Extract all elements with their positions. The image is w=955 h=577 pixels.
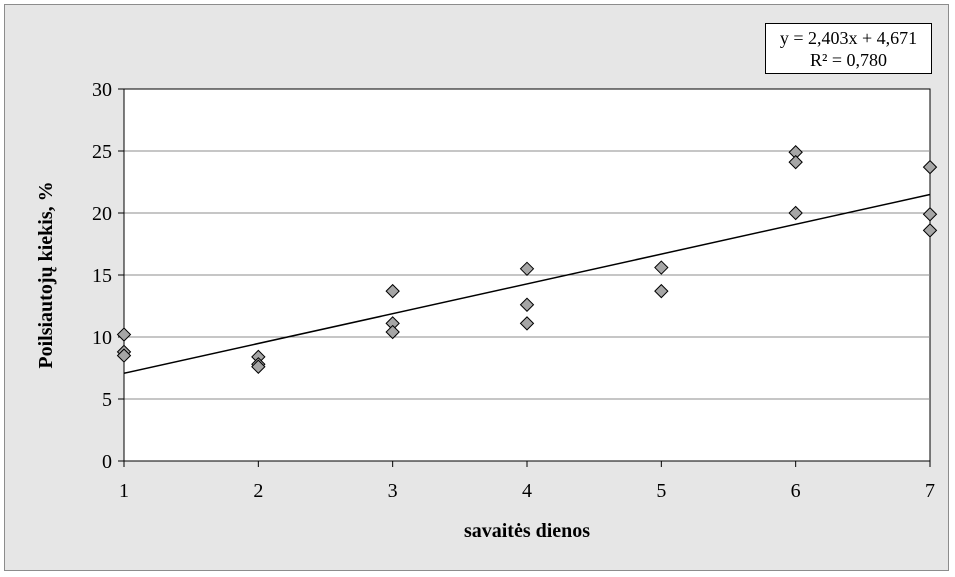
x-axis-title: savaitės dienos (464, 520, 590, 542)
data-point (788, 205, 803, 221)
trendline (123, 193, 931, 375)
data-point (519, 261, 535, 277)
data-point (519, 297, 535, 312)
x-tick-label: 6 (791, 480, 801, 502)
data-points (116, 145, 938, 374)
trendline-equation-box: y = 2,403x + 4,671 R² = 0,780 (765, 23, 932, 74)
y-tick-label: 15 (92, 265, 112, 287)
x-tick-label: 1 (119, 480, 129, 502)
data-point (251, 359, 266, 374)
y-tick-label: 5 (102, 389, 112, 411)
axes: 0 5 10 15 20 25 30 1 2 3 4 5 6 7 (92, 79, 935, 502)
x-tick-label: 7 (925, 480, 935, 502)
data-point (922, 207, 938, 222)
trendline-path (123, 193, 931, 375)
x-tick-label: 5 (656, 480, 666, 502)
x-tick-label: 2 (253, 480, 263, 502)
trendline-equation: y = 2,403x + 4,671 (779, 28, 918, 48)
data-point (116, 348, 132, 363)
data-point (654, 283, 669, 299)
x-tick-label: 4 (522, 480, 532, 502)
y-tick-label: 25 (92, 141, 112, 163)
data-point (519, 316, 535, 331)
y-tick-label: 0 (102, 451, 112, 473)
data-point (788, 154, 803, 170)
data-point (922, 223, 938, 238)
y-tick-label: 30 (92, 79, 112, 101)
data-point (116, 327, 132, 342)
y-tick-label: 20 (92, 203, 112, 225)
y-axis-title: Poilsiautojų kiekis, % (35, 181, 57, 368)
y-tick-label: 10 (92, 327, 112, 349)
data-point (385, 324, 400, 340)
trendline-r-squared: R² = 0,780 (809, 50, 888, 70)
data-point (385, 283, 400, 299)
data-point (922, 159, 938, 175)
x-tick-label: 3 (388, 480, 398, 502)
data-point (654, 260, 669, 275)
